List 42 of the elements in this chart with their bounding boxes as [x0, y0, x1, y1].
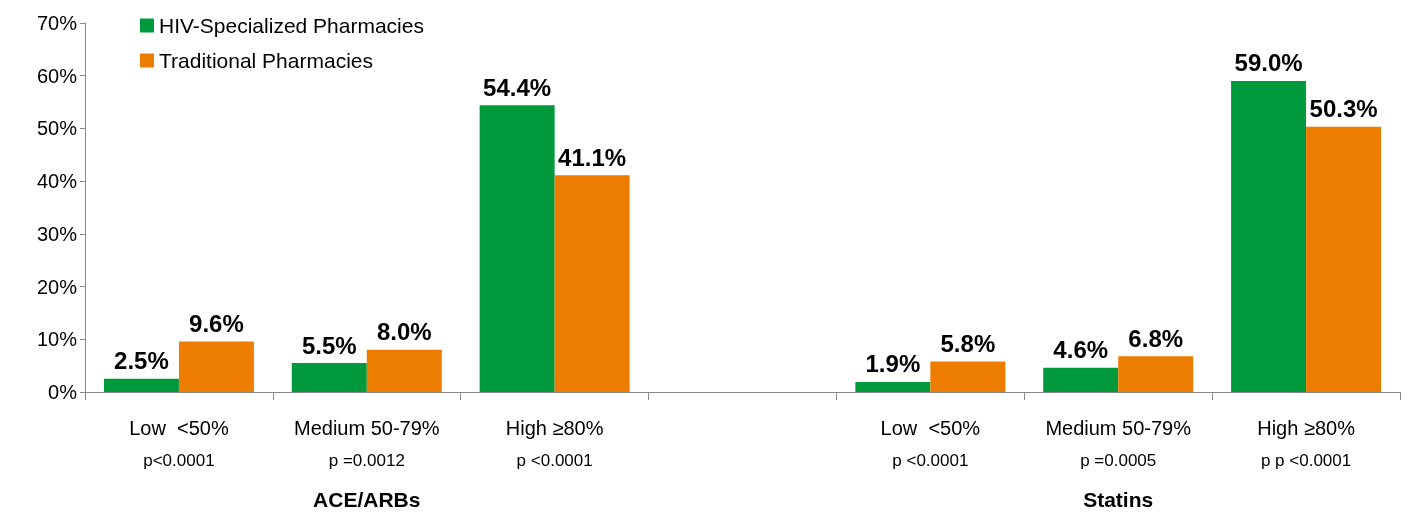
text: Statins — [1083, 488, 1154, 512]
data-label: 50.3% — [1309, 95, 1378, 123]
bar — [1306, 126, 1382, 392]
bar — [291, 363, 367, 392]
data-label: 9.6% — [189, 309, 244, 337]
data-label: 1.9% — [865, 350, 921, 378]
y-tick-label: 0% — [48, 381, 78, 403]
bar — [103, 378, 179, 392]
data-label: 41.1% — [558, 143, 627, 171]
data-label: 5.8% — [940, 329, 996, 357]
bar — [1043, 367, 1119, 392]
y-tick-label: 70% — [36, 12, 78, 34]
x-tick-label: High ≥80% p <0.0001 — [505, 417, 604, 470]
data-label: 4.6% — [1053, 336, 1109, 364]
bar — [366, 349, 442, 392]
y-tick-label: 50% — [36, 117, 78, 140]
bar — [479, 105, 555, 392]
text: ACE/ARBs — [313, 488, 421, 512]
y-tick-label: 10% — [36, 328, 78, 351]
bar — [855, 381, 931, 392]
x-tick-label: Low <50% p <0.0001 — [880, 417, 981, 470]
bar — [1118, 356, 1194, 392]
x-tick-label: Medium 50-79% p =0.0005 — [1045, 417, 1192, 470]
x-tick-label: Low <50% p<0.0001 — [129, 417, 229, 470]
data-label: 8.0% — [376, 318, 432, 346]
x-tick-label: Medium 50-79% p =0.0012 — [293, 417, 440, 470]
x-tick-label: High ≥80% p p <0.0001 — [1257, 417, 1356, 470]
data-label: 6.8% — [1128, 324, 1184, 352]
data-label: 2.5% — [114, 347, 169, 375]
legend-label: HIV-Specialized Pharmacies — [159, 14, 424, 37]
y-tick-label: 30% — [36, 222, 78, 245]
data-label: 59.0% — [1234, 49, 1303, 77]
y-tick-label: 40% — [36, 170, 78, 193]
legend-label: Traditional Pharmacies — [159, 49, 373, 72]
bar — [1231, 80, 1307, 392]
bar — [554, 175, 630, 392]
y-tick-label: 60% — [36, 64, 78, 87]
bar — [178, 341, 254, 392]
data-label: 54.4% — [483, 73, 552, 101]
y-tick-label: 20% — [36, 275, 78, 298]
bar — [930, 361, 1006, 392]
data-label: 5.5% — [301, 331, 357, 359]
